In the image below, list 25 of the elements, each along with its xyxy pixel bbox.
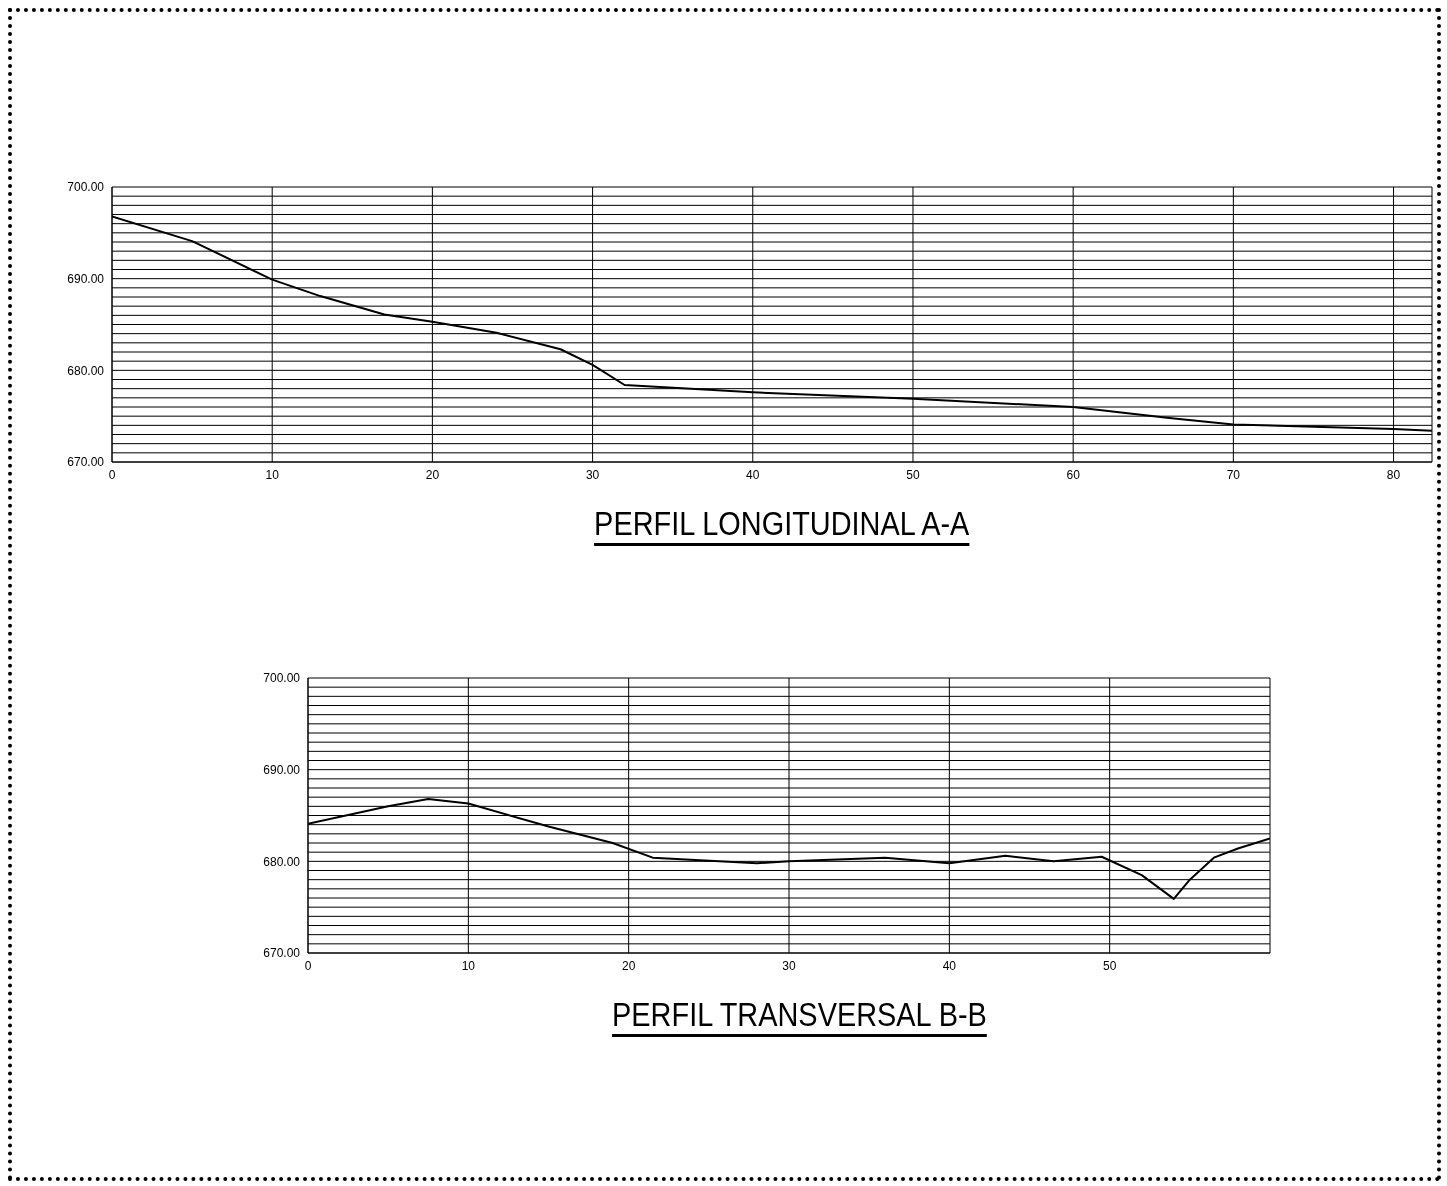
y-tick-label: 700.00 [263,671,301,686]
y-tick-label: 700.00 [67,180,105,195]
x-tick-label: 40 [746,467,760,482]
x-tick-label: 0 [304,958,312,973]
x-tick-label: 40 [942,958,957,973]
x-tick-label: 60 [1066,467,1081,482]
x-tick-label: 30 [585,467,600,482]
x-tick-label: 50 [1102,958,1117,973]
x-tick-label: 50 [906,467,920,482]
y-tick-label: 680.00 [67,363,105,378]
x-tick-label: 30 [782,958,796,973]
x-tick-label: 10 [461,958,476,973]
text: PERFIL LONGITUDINAL A-A [594,504,970,543]
y-tick-label: 690.00 [67,271,105,286]
x-tick-label: 0 [108,467,116,482]
x-tick-label: 10 [265,467,280,482]
x-tick-label: 70 [1226,467,1241,482]
y-tick-label: 670.00 [67,455,105,470]
y-tick-label: 690.00 [263,762,301,777]
y-tick-label: 670.00 [263,946,301,961]
x-tick-label: 80 [1386,467,1401,482]
y-tick-label: 680.00 [263,854,301,869]
x-tick-label: 20 [425,467,440,482]
text: PERFIL TRANSVERSAL B-B [611,995,987,1034]
x-tick-label: 20 [621,958,636,973]
